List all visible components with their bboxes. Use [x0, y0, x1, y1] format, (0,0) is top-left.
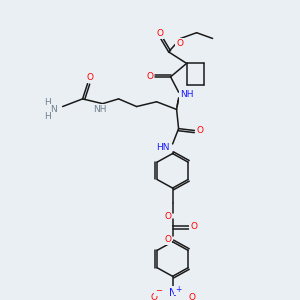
Text: NH: NH — [93, 105, 106, 114]
Text: O: O — [176, 39, 183, 48]
Text: O: O — [188, 293, 195, 300]
Text: H: H — [44, 112, 51, 121]
Text: +: + — [176, 285, 182, 294]
Text: NH: NH — [180, 90, 194, 99]
Text: −: − — [155, 286, 162, 295]
Text: N: N — [50, 105, 57, 114]
Text: O: O — [156, 29, 163, 38]
Text: O: O — [150, 293, 157, 300]
Text: O: O — [164, 212, 171, 221]
Text: HN: HN — [156, 143, 169, 152]
Text: H: H — [44, 98, 51, 107]
Text: O: O — [196, 126, 203, 135]
Text: O: O — [190, 222, 197, 231]
Text: N: N — [169, 288, 176, 298]
Text: O: O — [86, 73, 93, 82]
Text: O: O — [146, 72, 153, 81]
Text: O: O — [164, 236, 171, 244]
